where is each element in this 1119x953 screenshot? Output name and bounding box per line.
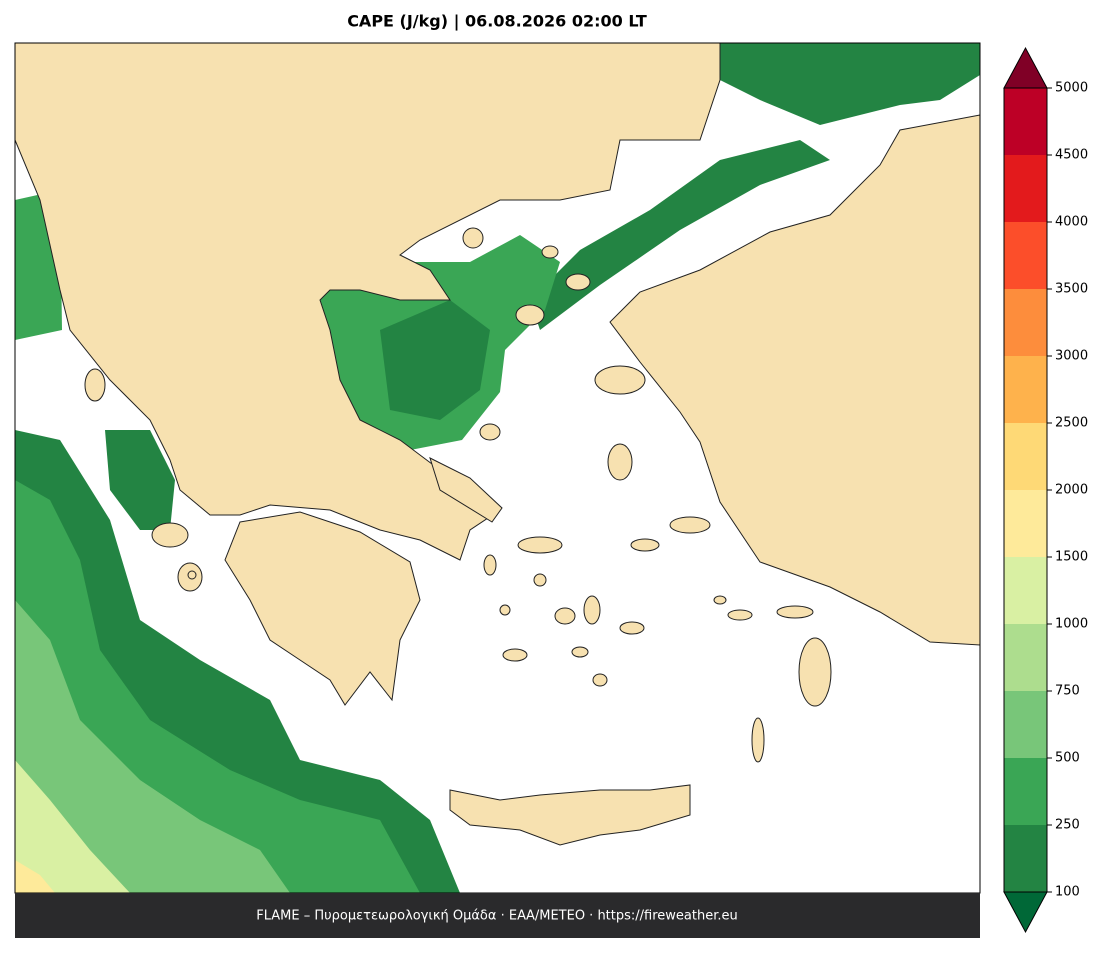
colorbar-segment [1004,289,1047,356]
colorbar-tick-label: 500 [1055,751,1080,766]
cape-area [720,43,980,125]
colorbar-over [1003,46,1048,89]
colorbar-segment [1004,624,1047,691]
land [429,457,503,523]
colorbar-tick-label: 4500 [1055,148,1088,163]
cape-area [380,300,490,420]
colorbar-segment [1004,490,1047,557]
colorbar-segment [1004,758,1047,825]
colorbar-tick-label: 2000 [1055,483,1088,498]
colorbar-tick-label: 2500 [1055,416,1088,431]
cape-area [15,600,290,893]
footer-text: FLAME – Πυρομετεωρολογική Ομάδα · ΕΑΑ/ME… [256,909,738,924]
colorbar-tick-label: 4000 [1055,215,1088,230]
colorbar-tick-label: 3500 [1055,282,1088,297]
colorbar-segment [1004,691,1047,758]
colorbar-segment [1004,88,1047,155]
colorbar-tick-label: 100 [1055,885,1080,900]
colorbar-segment [1004,557,1047,624]
cape-area [530,140,830,330]
colorbar-tick-label: 3000 [1055,349,1088,364]
colorbar-tick-label: 1000 [1055,617,1088,632]
cape-area [15,860,55,893]
colorbar-tick-label: 250 [1055,818,1080,833]
colorbar-segment [1004,155,1047,222]
map-title: CAPE (J/kg) | 06.08.2026 02:00 LT [347,12,647,32]
map [14,42,981,894]
cape-area [15,760,130,893]
colorbar-tick-label: 750 [1055,684,1080,699]
footer-bar [15,893,980,938]
land [609,114,981,646]
land [449,784,691,846]
land [224,511,421,706]
islands [84,227,832,763]
colorbar-segment [1004,356,1047,423]
colorbar-under [1003,891,1048,934]
colorbar-segment [1004,423,1047,490]
cape-area [105,430,175,530]
colorbar: 100 250 500 750 1000 1500 2000 2500 3000 3500 4000… [1003,46,1088,934]
colorbar-tick-label: 1500 [1055,550,1088,565]
colorbar-segment [1004,222,1047,289]
colorbar-segment [1004,825,1047,892]
colorbar-tick-label: 5000 [1055,81,1088,96]
